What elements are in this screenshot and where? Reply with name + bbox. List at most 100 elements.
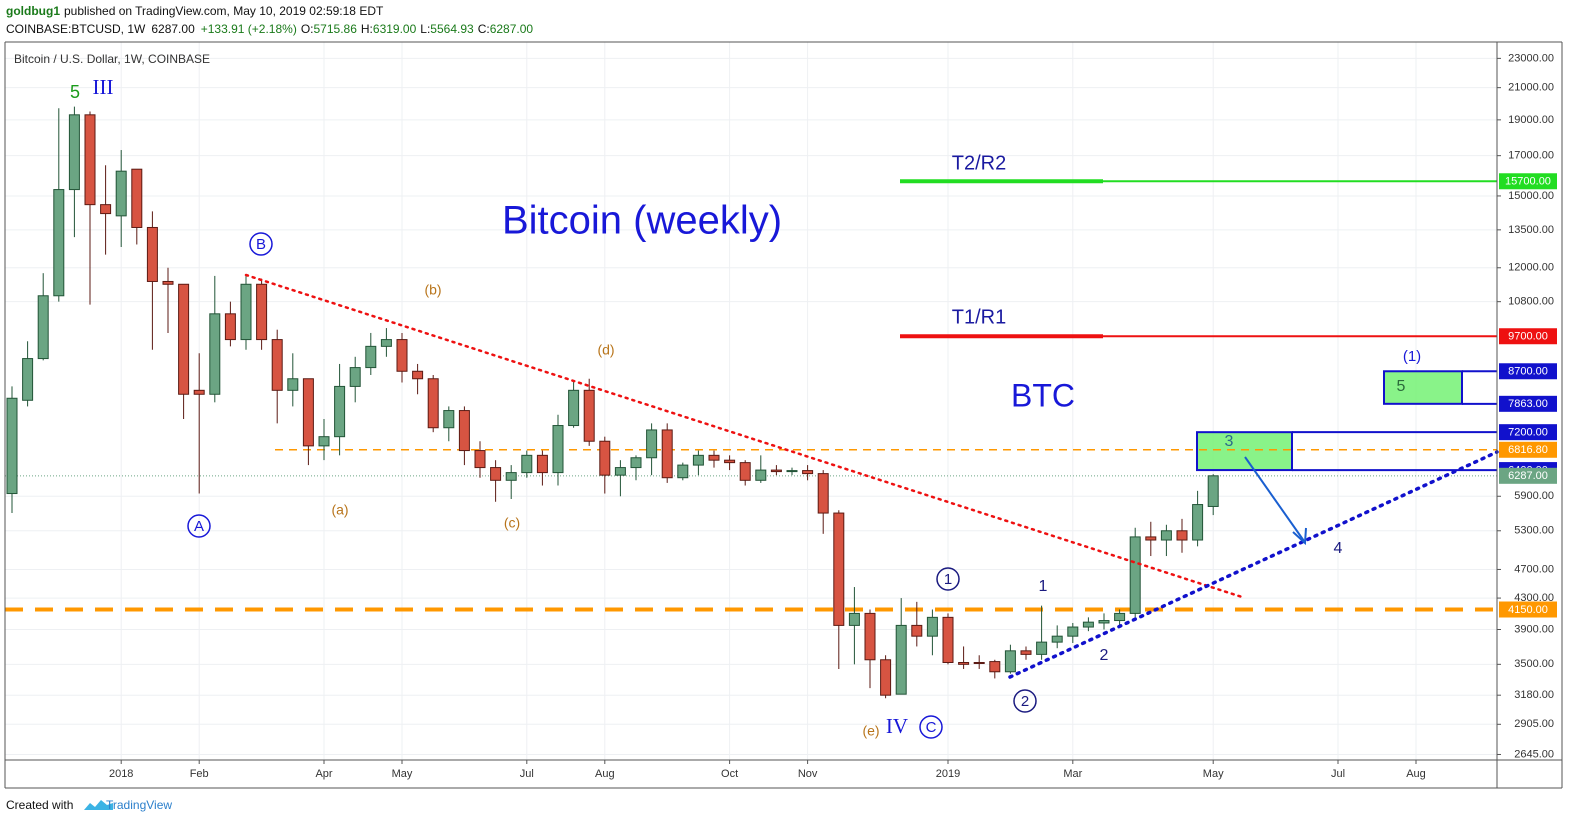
annotation: 5 (1397, 378, 1406, 395)
candle-body (37, 295, 49, 360)
price-label-box (1499, 328, 1557, 345)
annotation-circle (1013, 689, 1037, 713)
candle-body (1176, 530, 1188, 541)
drawings (5, 179, 1497, 612)
price-label: 15700.00 (1505, 176, 1551, 188)
price-label: 7863.00 (1508, 398, 1548, 410)
ohlc-key: L: (420, 22, 430, 36)
candle-body (646, 429, 658, 459)
change: +133.91 (+2.18%) (201, 22, 297, 36)
annotation: III (93, 75, 114, 99)
x-tick-label: Oct (721, 768, 738, 780)
candle-body (490, 467, 502, 481)
annotation-circle (249, 232, 273, 256)
candle-body (568, 389, 580, 427)
candle-body (786, 470, 798, 473)
candle-body (958, 661, 970, 665)
annotation: A (194, 518, 204, 535)
candle-body (708, 454, 720, 461)
candle-body (412, 370, 424, 380)
candle-body (942, 616, 954, 663)
price-label: 9700.00 (1508, 331, 1548, 343)
annotation: 4 (1334, 540, 1343, 557)
annotation: Bitcoin (weekly) (502, 199, 782, 243)
y-tick-label: 4300.00 (1514, 592, 1554, 604)
annotation: (d) (597, 342, 614, 358)
x-tick-label: Mar (1063, 768, 1082, 780)
candle-body (224, 313, 236, 341)
annotation: 5 (70, 82, 80, 102)
candle-body (427, 378, 439, 429)
price-label-box (1499, 173, 1557, 190)
candle-body (692, 454, 704, 466)
candle-body (115, 170, 127, 217)
candle-body (1207, 475, 1219, 507)
annotation: IV (886, 714, 908, 738)
y-tick-label: 12000.00 (1508, 262, 1554, 274)
price-label: 6287.00 (1508, 470, 1548, 482)
drawings (244, 273, 1499, 679)
candle-body (100, 204, 112, 215)
candle-body (349, 367, 361, 387)
trend-line (1008, 450, 1499, 679)
candle-body (755, 469, 767, 481)
candle-body (22, 358, 34, 401)
candle-body (458, 410, 470, 452)
footer-brand: TradingView (106, 798, 172, 812)
candle-body (380, 339, 392, 347)
candle-body (287, 378, 299, 391)
annotation: (c) (504, 515, 520, 531)
candle-body (973, 661, 985, 664)
annotation: (a) (331, 502, 348, 518)
price-label-box (1499, 441, 1557, 458)
candle-body (131, 168, 143, 228)
y-tick-label: 2645.00 (1514, 748, 1554, 760)
x-tick-label: Feb (190, 768, 209, 780)
candle-body (1036, 641, 1048, 655)
price-label: 4150.00 (1508, 604, 1548, 616)
annotation-circle (187, 514, 211, 538)
candle-body (770, 469, 782, 473)
y-tick-label: 15000.00 (1508, 190, 1554, 202)
candle-body (193, 389, 205, 395)
candle-body (443, 410, 455, 429)
candle-body (739, 462, 751, 481)
target-box (1196, 431, 1293, 472)
candle-body (1129, 536, 1141, 614)
candle-body (1004, 650, 1016, 673)
arrow (1244, 456, 1305, 542)
candle-body (989, 661, 1001, 673)
price: 6287.00 (151, 22, 195, 36)
candle-body (53, 189, 65, 297)
x-tick-label: 2018 (109, 768, 133, 780)
annotation: 1 (1039, 578, 1048, 595)
annotations: 5 III B A (a) (b) (c) (d) (e) IV C 1 2 1 2 3 4 5 (1) Bitcoi… (70, 75, 1421, 739)
candle-body (1098, 620, 1110, 624)
candle-body (864, 612, 876, 661)
candle-body (302, 378, 314, 447)
candle-body (209, 313, 221, 395)
symbol-line: COINBASE:BTCUSD, 1W 6287.00 +133.91 (+2.18… (6, 22, 533, 36)
ohlc-key: H: (361, 22, 373, 36)
header-line: goldbug1 published on TradingView.com, Ma… (6, 4, 384, 18)
y-tick-label: 19000.00 (1508, 114, 1554, 126)
y-tick-label: 3900.00 (1514, 623, 1554, 635)
candle-body (240, 283, 252, 341)
price-label: 6816.80 (1508, 444, 1548, 456)
price-label: 8700.00 (1508, 366, 1548, 378)
ohlc: O:5715.86 H:6319.00 L:5564.93 C:6287.00 (301, 22, 534, 36)
x-tick-label: Jul (520, 768, 534, 780)
annotation: 2 (1021, 693, 1029, 710)
annotation: (e) (862, 723, 879, 739)
candle-body (1145, 536, 1157, 541)
candle-body (552, 425, 564, 474)
x-tick-label: May (1203, 768, 1224, 780)
candle-body (724, 459, 736, 464)
candle-body (505, 472, 517, 481)
candle-body (396, 339, 408, 372)
candle-body (1160, 530, 1172, 541)
ohlc-value: 6319.00 (373, 22, 417, 36)
x-tick-label: Aug (1406, 768, 1426, 780)
y-tick-label: 4700.00 (1514, 563, 1554, 575)
